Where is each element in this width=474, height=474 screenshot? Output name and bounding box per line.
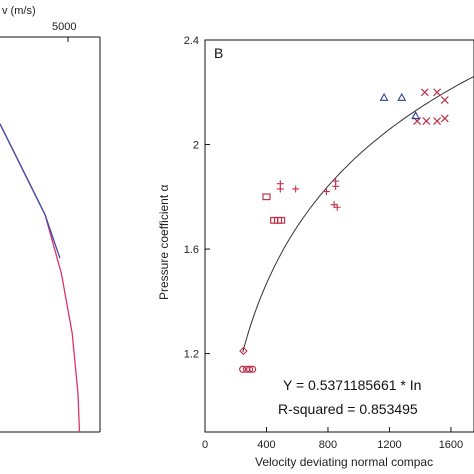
- panel-b-xlabel: Velocity deviating normal compac: [255, 455, 433, 469]
- panel-b-points: [239, 88, 449, 373]
- panel-b: B 1.2 1.6 2 2.4 0 400 800 1200 1600 Pressure co…: [157, 35, 474, 469]
- x-tick-label: 0: [202, 439, 208, 451]
- panel-b-x-ticks: 0 400 800 1200 1600: [202, 427, 463, 451]
- panel-a-lines: [0, 123, 81, 433]
- x-tick-label: 1200: [377, 439, 401, 451]
- y-tick-label: 2.4: [184, 35, 199, 47]
- point-x: [433, 88, 442, 97]
- point-square: [262, 193, 271, 201]
- point-x: [433, 117, 442, 125]
- point-triangle: [397, 92, 407, 101]
- panel-b-fit-equation: Y = 0.5371185661 * In: [283, 377, 421, 393]
- y-tick-label: 1.2: [184, 349, 199, 361]
- panel-a-xlabel: v (m/s): [2, 5, 36, 17]
- x-tick-label: 1600: [439, 439, 463, 451]
- point-x: [440, 114, 449, 123]
- point-square: [276, 216, 286, 224]
- point-circle: [245, 365, 254, 373]
- point-plus: [322, 188, 330, 196]
- point-circle: [249, 365, 257, 373]
- panel-a-xtick-label: 5000: [52, 21, 76, 33]
- panel-b-frame: [204, 39, 474, 433]
- panel-b-fit-curve: [242, 75, 474, 353]
- point-plus: [333, 203, 341, 211]
- y-tick-label: 1.6: [184, 244, 199, 256]
- panel-a-series-line-0: [0, 123, 81, 433]
- point-plus: [276, 185, 284, 193]
- point-triangle: [379, 92, 389, 101]
- point-x: [440, 96, 449, 105]
- point-diamond: [239, 346, 248, 356]
- x-tick-label: 800: [319, 439, 337, 451]
- panel-b-label: B: [214, 45, 223, 61]
- point-triangle: [411, 111, 421, 120]
- point-plus: [332, 182, 340, 190]
- panel-b-ylabel: Pressure coefficient α: [157, 185, 171, 300]
- y-tick-label: 2: [193, 140, 199, 152]
- panel-a: v (m/s) 5000: [0, 5, 101, 433]
- point-x: [420, 88, 429, 97]
- panel-b-y-ticks: 1.2 1.6 2 2.4: [184, 35, 210, 361]
- panel-a-series-line-1: [0, 123, 61, 259]
- x-tick-label: 400: [257, 439, 275, 451]
- point-circle: [239, 365, 247, 373]
- panel-b-r-squared: R-squared = 0.853495: [278, 401, 418, 417]
- point-plus: [292, 185, 300, 193]
- point-x: [422, 117, 431, 125]
